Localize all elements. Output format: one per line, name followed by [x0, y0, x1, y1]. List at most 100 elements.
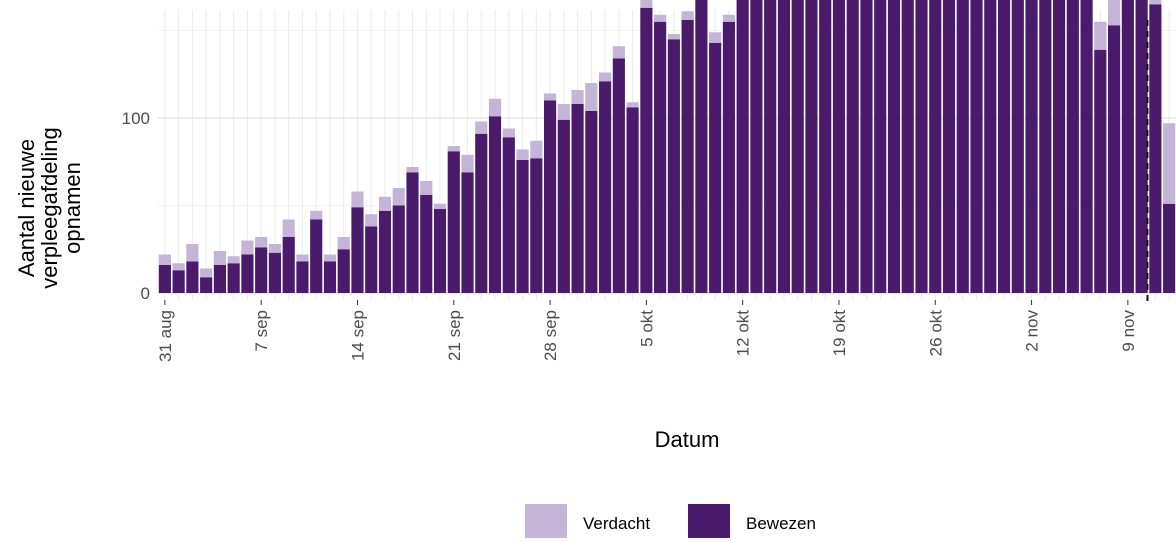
bar-bewezen [1135, 0, 1148, 293]
bar-bewezen [846, 0, 859, 293]
x-tick-label: 14 sep [348, 310, 367, 361]
bar-verdacht [612, 46, 625, 59]
bar-verdacht [255, 237, 268, 248]
bar-bewezen [310, 219, 323, 293]
bar-bewezen [351, 207, 364, 293]
bar-verdacht [433, 203, 447, 209]
bar-bewezen [805, 0, 818, 293]
bar-bewezen [433, 209, 447, 293]
bar-bewezen [200, 277, 213, 293]
bar-bewezen [929, 0, 942, 293]
bar-verdacht [296, 254, 309, 262]
x-tick-label: 21 sep [445, 310, 464, 361]
bar-verdacht [323, 254, 337, 262]
bar-bewezen [997, 0, 1011, 293]
bar-verdacht [406, 167, 419, 173]
bar-verdacht [626, 102, 639, 108]
bar-bewezen [557, 119, 570, 293]
bar-bewezen [709, 42, 722, 293]
bar-bewezen [819, 0, 832, 293]
bar-verdacht [530, 140, 543, 159]
bar-verdacht [365, 214, 378, 227]
bar-bewezen [791, 0, 804, 293]
bar-verdacht [268, 244, 282, 253]
bar-verdacht [667, 34, 680, 40]
bar-bewezen [654, 21, 667, 293]
bar-verdacht [172, 263, 185, 271]
bar-verdacht [213, 251, 226, 265]
bar-bewezen [420, 195, 433, 293]
bar-verdacht [461, 154, 474, 173]
bar-bewezen [956, 0, 969, 293]
bar-bewezen [543, 100, 557, 293]
bar-bewezen [378, 210, 392, 293]
bar-verdacht [392, 188, 405, 206]
bar-verdacht [1108, 0, 1121, 26]
bar-bewezen [461, 172, 474, 293]
bar-verdacht [722, 14, 735, 22]
bar-verdacht [420, 181, 433, 195]
bar-bewezen [365, 226, 378, 293]
x-tick-label: 7 sep [252, 310, 271, 352]
x-axis-title: Datum [655, 427, 720, 452]
bar-bewezen [942, 0, 956, 293]
bar-bewezen [571, 104, 584, 293]
bar-bewezen [1039, 0, 1052, 293]
bar-bewezen [777, 0, 791, 293]
bar-verdacht [337, 237, 350, 250]
bar-bewezen [764, 0, 777, 293]
y-axis-title-line: verpleegafdeling [37, 127, 62, 288]
legend-label: Bewezen [746, 514, 816, 533]
bar-bewezen [475, 133, 488, 293]
bar-verdacht [282, 219, 295, 237]
bar-verdacht [241, 240, 254, 255]
bar-bewezen [750, 0, 763, 293]
legend-swatch [688, 504, 730, 538]
bar-verdacht [488, 98, 502, 117]
bar-bewezen [1121, 0, 1134, 293]
bar-bewezen [1108, 25, 1121, 293]
x-tick-label: 2 nov [1023, 310, 1042, 352]
bar-bewezen [255, 247, 268, 293]
bar-bewezen [832, 0, 846, 293]
bar-bewezen [722, 21, 735, 293]
bar-bewezen [186, 261, 199, 293]
legend-label: Verdacht [583, 514, 650, 533]
bar-bewezen [282, 237, 295, 293]
bar-verdacht [585, 83, 598, 111]
bar-verdacht [1149, 0, 1162, 5]
y-tick-label: 100 [122, 109, 150, 128]
bar-verdacht [571, 90, 584, 104]
bar-verdacht [378, 196, 392, 211]
bar-verdacht [502, 128, 515, 138]
x-tick-label: 26 okt [926, 310, 945, 357]
bar-verdacht [654, 14, 667, 22]
bar-bewezen [1011, 0, 1024, 293]
bar-bewezen [640, 7, 653, 293]
legend-swatch [525, 504, 567, 538]
bar-verdacht [310, 210, 323, 220]
bar-bewezen [695, 0, 708, 293]
x-tick-label: 31 aug [156, 310, 175, 362]
bar-bewezen [337, 249, 350, 293]
y-axis-title-line: opnamen [60, 162, 85, 254]
bar-verdacht [1094, 21, 1107, 50]
bar-bewezen [1080, 0, 1093, 293]
bar-bewezen [1066, 0, 1079, 293]
bar-verdacht [681, 11, 694, 20]
bar-bewezen [626, 107, 639, 293]
bar-verdacht [351, 191, 364, 208]
bar-verdacht [709, 32, 722, 43]
bar-bewezen [1149, 4, 1162, 293]
bar-verdacht [557, 104, 570, 120]
bar-bewezen [530, 158, 543, 293]
bar-verdacht [475, 121, 488, 134]
bar-bewezen [1025, 0, 1038, 293]
bar-bewezen [172, 270, 185, 293]
bar-bewezen [516, 160, 529, 293]
bar-bewezen [887, 0, 901, 293]
bar-verdacht [227, 256, 240, 264]
bar-verdacht [1163, 123, 1176, 204]
bar-bewezen [599, 81, 612, 293]
